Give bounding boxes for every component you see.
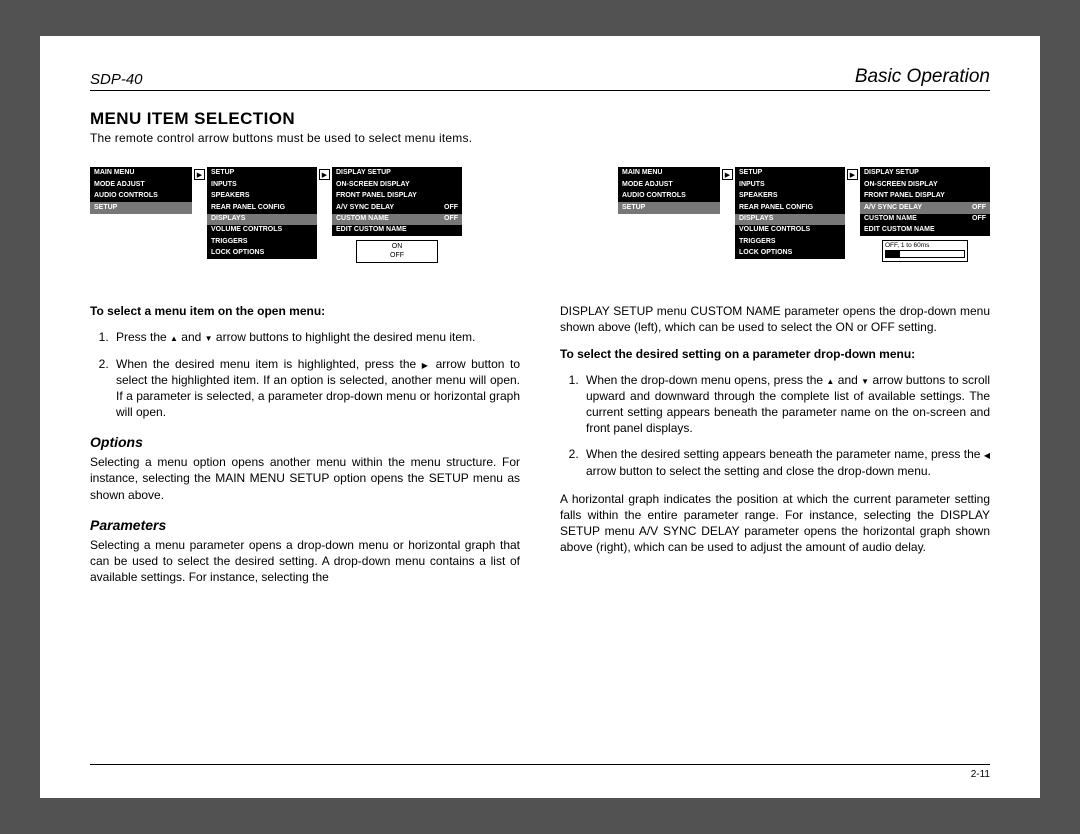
display-setup-box: DISPLAY SETUPON-SCREEN DISPLAYFRONT PANE…: [860, 167, 990, 236]
right-subhead-1: To select the desired setting on a param…: [560, 346, 990, 362]
options-heading: Options: [90, 434, 520, 450]
up-arrow-icon: [170, 330, 178, 344]
section-intro: The remote control arrow buttons must be…: [90, 131, 990, 145]
right-column: DISPLAY SETUP menu CUSTOM NAME parameter…: [560, 303, 990, 595]
arrow-right-icon: ▶: [319, 169, 330, 180]
arrow-right-icon: ▶: [722, 169, 733, 180]
main-menu-box: MAIN MENUMODE ADJUSTAUDIO CONTROLSSETUP: [90, 167, 192, 214]
left-step-1: Press the and arrow buttons to highlight…: [112, 329, 520, 345]
options-para: Selecting a menu option opens another me…: [90, 454, 520, 503]
horizontal-graph-box: OFF, 1 to 60ms: [882, 240, 968, 262]
section-title: MENU ITEM SELECTION: [90, 109, 990, 129]
down-arrow-icon: [205, 330, 213, 344]
right-arrow-icon: [422, 357, 430, 371]
page-header: SDP-40 Basic Operation: [90, 66, 990, 91]
page-footer: 2-11: [90, 764, 990, 780]
diagram-area: MAIN MENUMODE ADJUSTAUDIO CONTROLSSETUP …: [90, 167, 990, 263]
left-column: To select a menu item on the open menu: …: [90, 303, 520, 595]
right-step-1: When the drop-down menu opens, press the…: [582, 372, 990, 437]
right-para-2: A horizontal graph indicates the positio…: [560, 491, 990, 556]
graph-bar: [885, 250, 965, 258]
left-subhead-1: To select a menu item on the open menu:: [90, 303, 520, 319]
text-columns: To select a menu item on the open menu: …: [90, 303, 990, 595]
page-number: 2-11: [971, 769, 990, 780]
parameters-heading: Parameters: [90, 517, 520, 533]
display-setup-box: DISPLAY SETUPON-SCREEN DISPLAYFRONT PANE…: [332, 167, 462, 236]
setup-menu-box: SETUPINPUTSSPEAKERSREAR PANEL CONFIGDISP…: [735, 167, 845, 259]
header-model: SDP-40: [90, 71, 143, 88]
arrow-right-icon: ▶: [194, 169, 205, 180]
left-arrow-icon: [984, 447, 990, 461]
manual-page: SDP-40 Basic Operation MENU ITEM SELECTI…: [40, 36, 1040, 798]
header-chapter: Basic Operation: [855, 66, 990, 88]
down-arrow-icon: [861, 373, 869, 387]
diagram-right: MAIN MENUMODE ADJUSTAUDIO CONTROLSSETUP …: [618, 167, 990, 263]
dropdown-options-box: ONOFF: [356, 240, 438, 263]
right-para-1: DISPLAY SETUP menu CUSTOM NAME parameter…: [560, 303, 990, 335]
diagram-left: MAIN MENUMODE ADJUSTAUDIO CONTROLSSETUP …: [90, 167, 462, 263]
left-step-2: When the desired menu item is highlighte…: [112, 356, 520, 421]
parameters-para: Selecting a menu parameter opens a drop-…: [90, 537, 520, 586]
setup-menu-box: SETUPINPUTSSPEAKERSREAR PANEL CONFIGDISP…: [207, 167, 317, 259]
arrow-right-icon: ▶: [847, 169, 858, 180]
graph-label: OFF, 1 to 60ms: [885, 242, 965, 249]
main-menu-box: MAIN MENUMODE ADJUSTAUDIO CONTROLSSETUP: [618, 167, 720, 214]
right-step-2: When the desired setting appears beneath…: [582, 446, 990, 478]
